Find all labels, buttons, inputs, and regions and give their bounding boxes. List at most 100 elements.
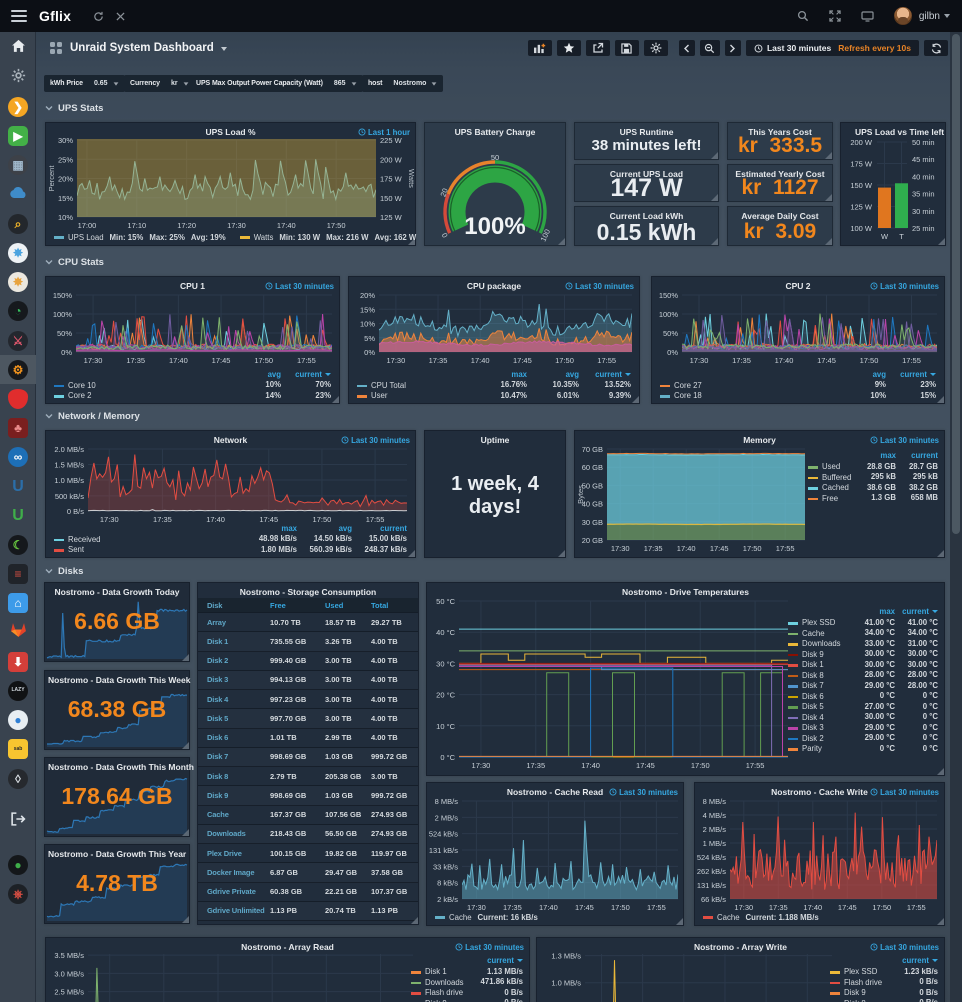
section-header-disks[interactable]: Disks	[44, 564, 83, 578]
search-icon[interactable]	[797, 10, 809, 22]
table-col-total[interactable]: Total	[371, 600, 389, 610]
legend-col-avg[interactable]: avg	[872, 369, 886, 379]
legend-item[interactable]: Watts Min: 130 W Max: 216 W Avg: 162 W	[239, 233, 416, 242]
star-button[interactable]	[556, 40, 581, 56]
panel-title[interactable]: Nostromo - Array Write	[693, 942, 788, 952]
panel-time-range[interactable]: Last 30 minutes	[870, 282, 939, 291]
legend-col-current[interactable]: current	[901, 607, 938, 618]
resize-handle[interactable]	[825, 238, 832, 245]
table-row[interactable]: Disk 8 2.79 TB 205.38 GB 3.00 TB	[198, 767, 418, 787]
legend-col-current[interactable]: current	[585, 370, 631, 381]
sidebar-item-app-screens[interactable]: ▦	[0, 151, 36, 180]
legend-row[interactable]: Received 48.98 kB/s 14.50 kB/s 15.00 kB/s	[54, 534, 407, 545]
resize-handle[interactable]	[937, 550, 944, 557]
sidebar-item-app-bars[interactable]: ≡	[0, 560, 36, 589]
legend-row[interactable]: Core 10 10% 70%	[54, 380, 331, 391]
resize-handle[interactable]	[676, 918, 683, 925]
panel-title[interactable]: UPS Load %	[205, 127, 256, 137]
variable-currency[interactable]: Currency kr	[124, 75, 195, 92]
sidebar-item-settings[interactable]	[0, 63, 36, 92]
legend-col-current[interactable]: current	[287, 370, 331, 381]
legend-row[interactable]: Parity 0 °C 0 °C	[788, 744, 938, 755]
close-icon[interactable]	[116, 11, 125, 21]
sidebar-item-app-tools[interactable]: ⚔	[0, 326, 36, 355]
legend-row[interactable]: Disk 90 B/s	[411, 998, 523, 1002]
dashboard-grid-icon[interactable]	[50, 42, 62, 54]
resize-handle[interactable]	[182, 916, 189, 923]
resize-handle[interactable]	[182, 829, 189, 836]
table-row[interactable]: Disk 5 997.70 GB 3.00 TB 4.00 TB	[198, 709, 418, 729]
legend-col-avg[interactable]: avg	[565, 369, 579, 379]
legend-row[interactable]: Plex SSD 41.00 °C 41.00 °C	[788, 618, 938, 629]
panel-time-range[interactable]: Last 30 minutes	[455, 943, 524, 952]
legend-col-current[interactable]: current	[911, 451, 938, 460]
sidebar-item-app-red-download[interactable]: ⬇	[0, 647, 36, 676]
resize-handle[interactable]	[937, 768, 944, 775]
dashboard-settings-button[interactable]	[643, 40, 668, 56]
table-row[interactable]: Disk 4 997.23 GB 3.00 TB 4.00 TB	[198, 690, 418, 710]
table-row[interactable]: Disk 6 1.01 TB 2.99 TB 4.00 TB	[198, 729, 418, 748]
panel-title[interactable]: Network	[213, 435, 248, 445]
legend-row[interactable]: Disk 5 27.00 °C 0 °C	[788, 702, 938, 713]
panel-title[interactable]: CPU 1	[179, 281, 206, 291]
panel-time-range[interactable]: Last 30 minutes	[609, 788, 678, 797]
sidebar-item-app-lazy[interactable]: LAZY	[0, 676, 36, 705]
legend-row[interactable]: Disk 9 30.00 °C 30.00 °C	[788, 649, 938, 660]
resize-handle[interactable]	[411, 917, 418, 924]
table-row[interactable]: Plex Drive 100.15 GB 19.82 GB 119.97 GB	[198, 844, 418, 864]
legend-row[interactable]: Disk 80 B/s	[830, 998, 938, 1002]
kiosk-icon[interactable]	[861, 10, 874, 22]
legend-row[interactable]: Free 1.3 GB 658 MB	[808, 493, 938, 504]
menu-icon[interactable]	[11, 10, 27, 22]
resize-handle[interactable]	[408, 550, 415, 557]
legend-row[interactable]: Cached 38.6 GB 38.2 GB	[808, 483, 938, 494]
table-row[interactable]: Disk 2 999.40 GB 3.00 TB 4.00 TB	[198, 652, 418, 671]
panel-title[interactable]: Nostromo - Cache Read	[506, 787, 604, 797]
legend-row[interactable]: Plex SSD 1.23 kB/s	[830, 967, 938, 978]
panel-title[interactable]: Nostromo - Cache Write	[771, 787, 868, 797]
legend-col-current[interactable]: current	[892, 956, 938, 967]
legend-col-max[interactable]: max	[281, 523, 297, 533]
sidebar-item-app-hub-white[interactable]: ✸	[0, 238, 36, 267]
legend-row[interactable]: Core 18 10% 15%	[660, 391, 936, 402]
panel-title[interactable]: Uptime	[480, 435, 510, 445]
sidebar-item-app-dark-green[interactable]: ◔	[0, 297, 36, 326]
variable-kwh-price[interactable]: kWh Price 0.65	[44, 75, 125, 92]
sidebar-item-app-blue-rings[interactable]: ∞	[0, 443, 36, 472]
zoom-out-button[interactable]	[699, 40, 720, 56]
legend-row[interactable]: Disk 2 29.00 °C 0 °C	[788, 733, 938, 744]
legend-col-current[interactable]: current	[473, 956, 523, 967]
panel-title[interactable]: Nostromo - Storage Consumption	[239, 587, 377, 597]
sidebar-item-app-green-play[interactable]: ▶	[0, 122, 36, 151]
save-button[interactable]	[614, 40, 639, 56]
panel-title[interactable]: Current Load kWh	[609, 211, 684, 221]
panel-time-range[interactable]: Last 30 minutes	[870, 788, 939, 797]
panel-time-range[interactable]: Last 30 minutes	[870, 436, 939, 445]
sidebar-item-github[interactable]: ●	[0, 850, 36, 879]
resize-handle[interactable]	[938, 238, 945, 245]
table-row[interactable]: Disk 9 998.69 GB 1.03 GB 999.72 GB	[198, 786, 418, 806]
add-panel-button[interactable]	[527, 40, 552, 56]
legend-row[interactable]: Core 2 14% 23%	[54, 391, 331, 402]
panel-time-range[interactable]: Last 30 minutes	[870, 943, 939, 952]
legend-row[interactable]: Disk 4 30.00 °C 0 °C	[788, 712, 938, 723]
legend-row[interactable]: Disk 1 1.13 MB/s	[411, 967, 523, 978]
sidebar-item-sabnzbd[interactable]: sab	[0, 735, 36, 764]
table-row[interactable]: Downloads 218.43 GB 56.50 GB 274.93 GB	[198, 825, 418, 844]
legend-row[interactable]: Flash drive 0 B/s	[411, 988, 523, 999]
time-back-button[interactable]	[678, 40, 695, 56]
panel-title[interactable]: Current UPS Load	[609, 169, 684, 179]
sidebar-item-app-search[interactable]: ⌕	[0, 209, 36, 238]
panel-title[interactable]: Nostromo - Data Growth Today	[54, 587, 180, 597]
table-row[interactable]: Disk 1 735.55 GB 3.26 TB 4.00 TB	[198, 632, 418, 652]
panel-time-range[interactable]: Last 30 minutes	[265, 282, 334, 291]
variable-ups-max-output-power-capacity-watt-[interactable]: UPS Max Output Power Capacity (Watt) 865	[190, 75, 363, 92]
resize-handle[interactable]	[825, 152, 832, 159]
panel-title[interactable]: Nostromo - Data Growth This Week	[48, 675, 191, 685]
resize-handle[interactable]	[558, 238, 565, 245]
legend-row[interactable]: Disk 1 30.00 °C 30.00 °C	[788, 660, 938, 671]
section-header-ups[interactable]: UPS Stats	[44, 101, 103, 115]
legend-col-max[interactable]: max	[511, 369, 527, 379]
resize-handle[interactable]	[711, 194, 718, 201]
